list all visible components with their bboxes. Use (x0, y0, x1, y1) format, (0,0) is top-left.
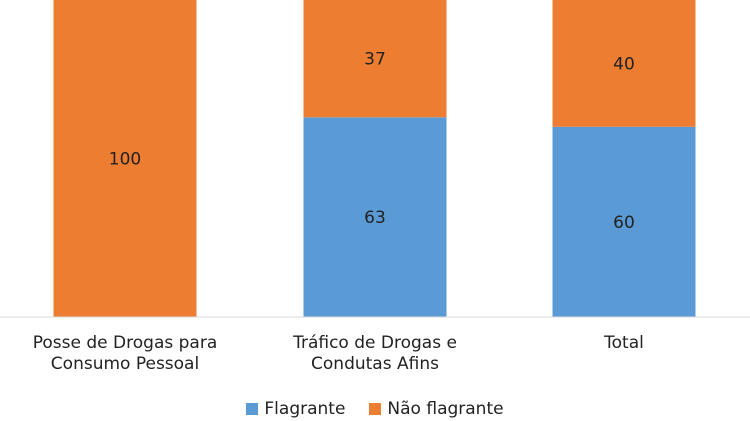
x-tick-label: Posse de Drogas para Consumo Pessoal (5, 333, 245, 375)
data-label: 60 (613, 213, 635, 233)
x-tick-label: Tráfico de Drogas e Condutas Afins (255, 333, 495, 375)
legend-label: Não flagrante (387, 399, 504, 419)
chart-legend: Flagrante Não flagrante (0, 399, 750, 419)
x-tick-label-line: Condutas Afins (311, 354, 439, 374)
legend-item: Não flagrante (369, 399, 504, 419)
bar-segment-flagrante-1 (303, 117, 447, 317)
data-label: 63 (364, 208, 386, 228)
x-tick-label-line: Consumo Pessoal (50, 354, 200, 374)
bar-segment-flagrante-2 (552, 126, 696, 317)
legend-swatch (246, 403, 259, 415)
x-tick-label: Total (504, 333, 744, 354)
bar-segment-n-o-flagrante-0 (53, 0, 197, 317)
x-tick-label-line: Tráfico de Drogas e (293, 333, 457, 353)
data-label: 100 (109, 150, 141, 170)
legend-swatch (369, 403, 382, 415)
legend-item: Flagrante (246, 399, 345, 419)
x-tick-label-line: Total (604, 333, 644, 353)
data-label: 37 (364, 50, 386, 70)
bar-segment-n-o-flagrante-2 (552, 0, 696, 127)
x-tick-label-line: Posse de Drogas para (32, 333, 218, 353)
bar-segment-n-o-flagrante-1 (303, 0, 447, 118)
legend-label: Flagrante (264, 399, 346, 419)
data-label: 40 (613, 54, 635, 74)
